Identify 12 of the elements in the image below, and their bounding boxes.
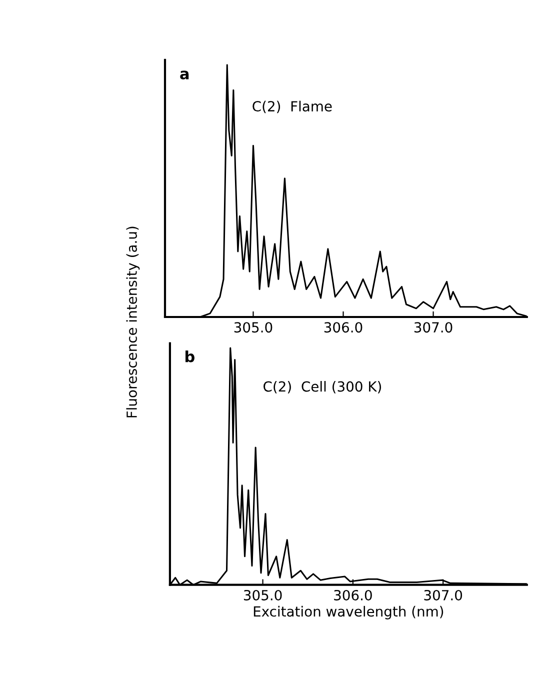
y-axis-title: Fluorescence intensity (a.u) [126, 226, 140, 418]
x-tick-label: 305.0 [234, 322, 272, 333]
x-axis-title: Excitation wavelength (nm) [254, 606, 444, 620]
x-tick-label: 307.0 [424, 590, 462, 600]
x-tick-label: 307.0 [414, 322, 452, 333]
x-tick-label: 305.0 [244, 590, 282, 600]
x-tick-label: 306.0 [324, 322, 362, 333]
chart-title: b [186, 350, 194, 362]
chart-title: a [180, 70, 189, 80]
annotation: C(2) Cell (300 K) [264, 381, 382, 394]
annotation: C(2) Flame [252, 100, 332, 114]
x-tick-label: 306.0 [334, 590, 372, 600]
